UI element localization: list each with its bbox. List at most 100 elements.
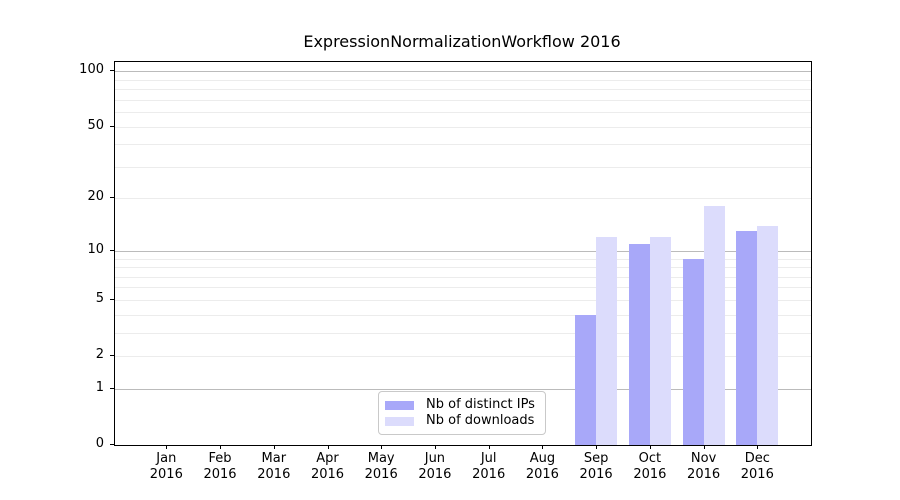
x-tick-mark xyxy=(220,445,221,449)
x-tick-label-oct: Oct 2016 xyxy=(618,451,682,483)
gridline-minor xyxy=(115,276,811,278)
x-tick-year: 2016 xyxy=(203,467,237,482)
y-tick-mark xyxy=(110,355,114,356)
y-tick-mark xyxy=(110,125,114,127)
x-tick-label-jun: Jun 2016 xyxy=(403,451,467,483)
x-tick-month: Jun xyxy=(424,451,446,466)
x-tick-label-apr: Apr 2016 xyxy=(296,451,360,483)
legend-item-distinct-ips: Nb of distinct IPs xyxy=(379,397,545,413)
gridline-minor xyxy=(115,356,811,357)
x-tick-month: Oct xyxy=(638,451,662,466)
plot-area xyxy=(114,61,812,446)
x-tick-year: 2016 xyxy=(472,467,506,482)
x-tick-mark xyxy=(327,445,329,449)
x-tick-month: Apr xyxy=(316,451,339,466)
x-tick-mark xyxy=(381,445,383,449)
gridline-minor xyxy=(115,299,811,301)
y-tick-label: 10 xyxy=(87,241,104,257)
x-tick-mark xyxy=(273,445,275,449)
gridline-minor xyxy=(115,126,811,128)
x-tick-month: Jul xyxy=(480,451,497,466)
y-tick-label: 0 xyxy=(95,436,104,451)
x-tick-label-feb: Feb 2016 xyxy=(188,451,252,483)
y-tick-mark xyxy=(110,298,114,300)
x-tick-label-sep: Sep 2016 xyxy=(564,451,628,483)
x-tick-label-nov: Nov 2016 xyxy=(672,451,736,483)
gridline-minor xyxy=(115,89,811,90)
y-tick-label: 2 xyxy=(95,347,104,362)
gridline-major xyxy=(115,71,811,73)
gridline-minor xyxy=(115,79,811,81)
x-tick-label-dec: Dec 2016 xyxy=(725,451,789,483)
gridline-minor xyxy=(115,287,811,289)
legend-swatch-distinct-ips xyxy=(385,400,414,410)
x-tick-year: 2016 xyxy=(149,467,183,482)
y-tick-label: 5 xyxy=(95,290,104,306)
y-tick-mark xyxy=(110,444,114,445)
x-tick-mark xyxy=(757,445,759,449)
x-tick-label-aug: Aug 2016 xyxy=(510,451,574,483)
x-tick-month: Mar xyxy=(261,451,287,466)
gridline-major xyxy=(115,388,811,390)
x-tick-label-mar: Mar 2016 xyxy=(242,451,306,483)
bar-nb-of-distinct-ips-oct xyxy=(628,243,650,445)
x-tick-month: Sep xyxy=(583,451,609,466)
x-tick-month: Jan xyxy=(156,451,177,466)
x-tick-year: 2016 xyxy=(257,467,291,482)
x-tick-mark xyxy=(434,445,436,449)
x-tick-month: Feb xyxy=(208,451,232,466)
x-tick-mark xyxy=(542,445,544,449)
gridline-minor xyxy=(115,99,811,101)
chart-title: ExpressionNormalizationWorkflow 2016 xyxy=(303,32,621,51)
legend-label-distinct-ips: Nb of distinct IPs xyxy=(426,397,535,412)
x-tick-mark xyxy=(596,445,598,449)
x-tick-mark xyxy=(166,445,168,449)
x-tick-mark xyxy=(488,445,490,449)
x-tick-year: 2016 xyxy=(525,467,559,482)
gridline-minor xyxy=(115,111,811,113)
bar-nb-of-downloads-nov xyxy=(703,206,725,445)
bar-nb-of-downloads-dec xyxy=(757,225,779,445)
y-tick-mark xyxy=(110,249,114,251)
x-tick-label-jan: Jan 2016 xyxy=(134,451,198,483)
legend: Nb of distinct IPs Nb of downloads xyxy=(378,391,546,435)
x-tick-month: Nov xyxy=(690,451,717,466)
x-tick-year: 2016 xyxy=(310,467,345,482)
gridline-minor xyxy=(115,198,811,200)
x-tick-month: Aug xyxy=(529,451,556,466)
bar-nb-of-downloads-oct xyxy=(649,237,671,445)
bar-nb-of-distinct-ips-sep xyxy=(575,314,597,445)
legend-swatch-downloads xyxy=(385,416,414,426)
gridline-minor xyxy=(115,258,811,260)
bar-nb-of-distinct-ips-dec xyxy=(736,231,758,445)
gridline-minor xyxy=(115,267,811,268)
gridline-minor xyxy=(115,166,811,168)
x-tick-year: 2016 xyxy=(418,467,452,482)
y-tick-label: 1 xyxy=(95,379,104,395)
y-tick-label: 50 xyxy=(87,117,104,133)
y-tick-label: 100 xyxy=(79,62,104,78)
x-tick-label-jul: Jul 2016 xyxy=(457,451,521,483)
x-tick-mark xyxy=(703,445,705,449)
y-tick-mark xyxy=(110,70,114,72)
x-tick-year: 2016 xyxy=(579,467,613,482)
gridline-minor xyxy=(115,332,811,334)
x-tick-label-may: May 2016 xyxy=(349,451,413,483)
gridline-major xyxy=(115,250,811,252)
gridline-minor xyxy=(115,314,811,316)
legend-label-downloads: Nb of downloads xyxy=(426,413,535,428)
x-tick-year: 2016 xyxy=(364,467,398,482)
legend-item-downloads: Nb of downloads xyxy=(379,413,545,429)
x-tick-month: May xyxy=(367,451,395,466)
x-tick-mark xyxy=(649,445,651,449)
bar-nb-of-downloads-sep xyxy=(596,237,618,445)
x-tick-year: 2016 xyxy=(740,467,774,482)
gridline-minor xyxy=(115,144,811,146)
y-tick-label: 20 xyxy=(87,189,104,205)
x-tick-month: Dec xyxy=(744,451,770,466)
x-tick-year: 2016 xyxy=(687,467,721,482)
x-tick-year: 2016 xyxy=(633,467,667,482)
bar-nb-of-distinct-ips-nov xyxy=(682,258,704,445)
y-tick-mark xyxy=(110,197,114,199)
